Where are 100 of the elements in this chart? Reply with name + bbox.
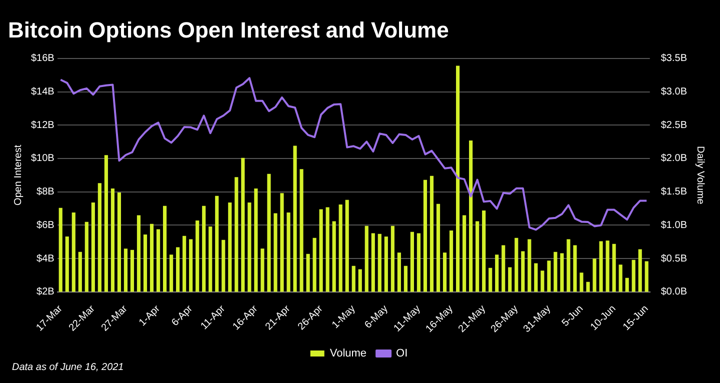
bar (156, 229, 160, 292)
bar (612, 244, 616, 292)
bar (580, 272, 584, 292)
bar (442, 252, 447, 292)
bar (462, 215, 466, 292)
y2-tick-label: $2.0B (660, 153, 688, 164)
bar (130, 250, 134, 292)
y2-tick-label: $0.0B (660, 286, 688, 298)
bar (234, 177, 238, 292)
bar (319, 209, 323, 292)
bar (410, 232, 414, 292)
bar (638, 249, 642, 292)
chart-title: Bitcoin Options Open Interest and Volume (8, 17, 449, 42)
bar (625, 278, 629, 292)
bar (476, 221, 480, 292)
bar (222, 240, 226, 292)
bar (124, 248, 128, 292)
y-tick-label: $16B (30, 53, 55, 64)
bar (502, 245, 506, 292)
bar (254, 188, 258, 292)
bar (260, 248, 264, 292)
bar (534, 263, 538, 292)
bar (84, 222, 88, 292)
bar (378, 234, 382, 292)
bar (436, 204, 440, 292)
bar (189, 239, 193, 292)
bar (606, 240, 610, 292)
bar (306, 254, 310, 292)
bar (618, 264, 622, 292)
bar (495, 254, 499, 292)
bar (469, 140, 473, 292)
bar (488, 268, 492, 292)
bar (91, 202, 95, 292)
bar (65, 236, 69, 292)
bar (456, 66, 460, 292)
bar (384, 236, 388, 292)
bar (286, 212, 290, 292)
bar (586, 282, 590, 292)
bar (228, 202, 232, 292)
bar (338, 204, 342, 292)
bar (482, 210, 486, 292)
y-tick-label: $4B (36, 253, 55, 264)
y2-tick-label: $3.5B (660, 53, 688, 64)
bar (170, 254, 174, 292)
y2-tick-label: $2.5B (660, 120, 688, 131)
bar (449, 230, 454, 292)
bar (248, 202, 252, 292)
legend-label: OI (396, 348, 408, 360)
bar (196, 220, 200, 292)
bar (521, 251, 525, 292)
bar (326, 207, 330, 292)
y-tick-label: $10B (30, 153, 55, 164)
bar (58, 208, 62, 292)
bar (644, 261, 648, 292)
bar (312, 238, 316, 292)
bar (508, 267, 512, 292)
bar (280, 193, 284, 292)
y-tick-label: $8B (36, 186, 55, 198)
bar (560, 253, 564, 292)
bar (208, 226, 212, 292)
bar (345, 200, 349, 292)
bar (573, 245, 577, 292)
bar (390, 226, 394, 292)
bar (364, 226, 368, 292)
bar (547, 260, 551, 292)
y2-tick-label: $0.5B (660, 253, 688, 264)
y-tick-label: $2B (36, 286, 55, 298)
bar (592, 258, 596, 292)
y2-tick-label: $1.0B (660, 220, 688, 231)
bar (202, 206, 206, 292)
bar (371, 233, 375, 292)
bar (182, 236, 186, 292)
bar (78, 252, 82, 292)
text: Data as of June 16, 2021 (12, 362, 124, 373)
bar (241, 158, 245, 292)
bar (300, 169, 304, 292)
bar (554, 252, 558, 292)
bar (416, 233, 421, 292)
bar (117, 192, 121, 292)
bar (528, 239, 532, 292)
bar (293, 146, 297, 292)
bar (332, 221, 336, 292)
bar (176, 247, 180, 292)
y2-tick-label: $3.0B (660, 86, 688, 98)
bar (163, 206, 167, 292)
y2-tick-label: $1.5B (660, 186, 688, 198)
bar (267, 174, 271, 292)
y-tick-label: $14B (30, 86, 55, 98)
y-tick-label: $6B (36, 220, 55, 231)
y2-axis-title: Daily Volume (694, 146, 706, 205)
bar (358, 269, 362, 292)
bar (72, 212, 76, 292)
bar (150, 224, 154, 292)
bar (430, 176, 434, 292)
bar (566, 239, 570, 292)
bar (143, 234, 148, 292)
bar (104, 155, 108, 292)
bar (397, 252, 401, 292)
bar (136, 215, 141, 292)
y-tick-label: $12B (30, 120, 55, 131)
